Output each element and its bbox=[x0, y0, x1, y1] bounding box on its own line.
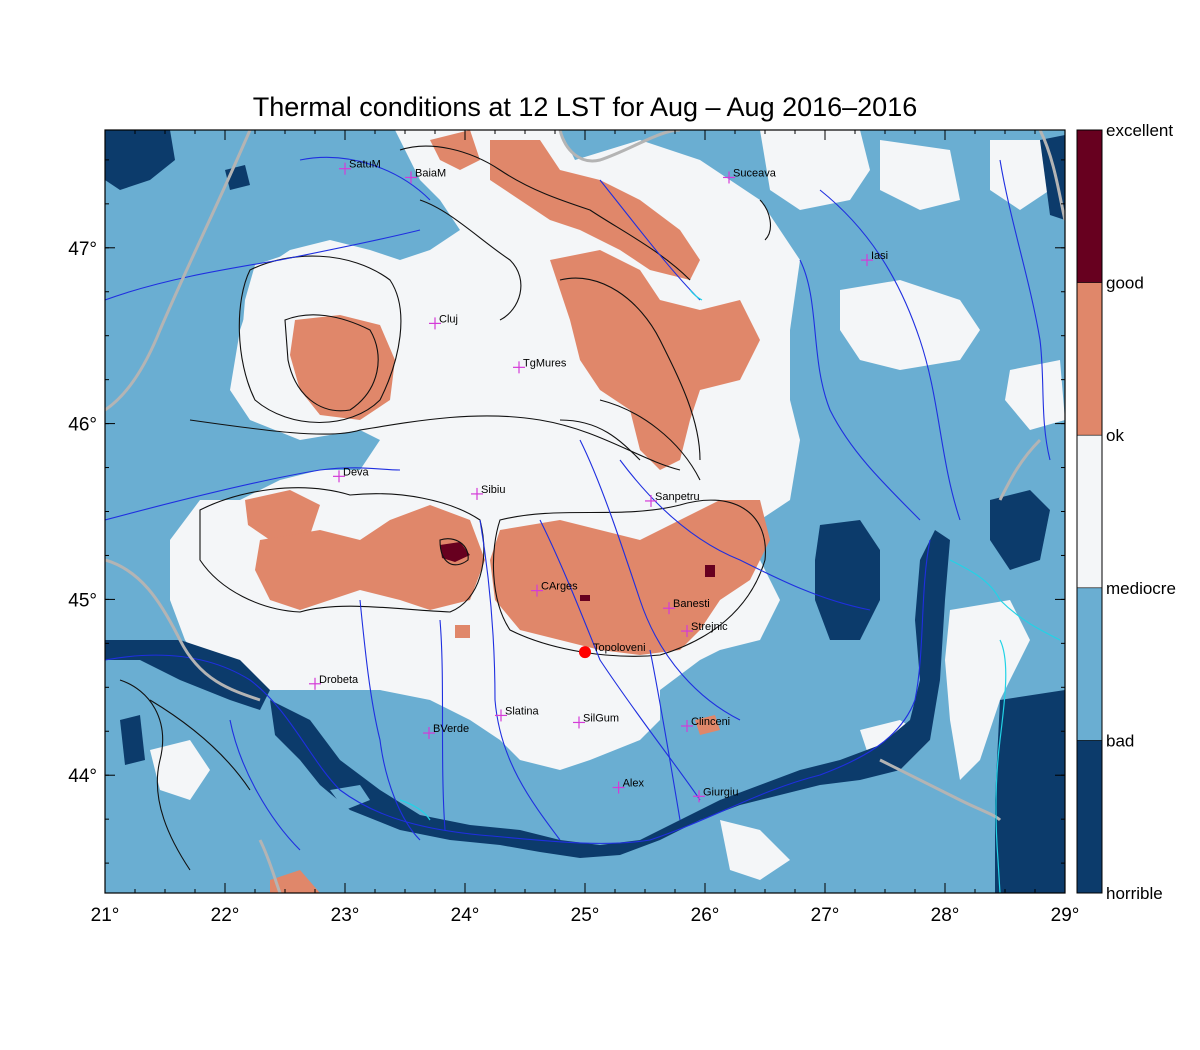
city-label: Sibiu bbox=[481, 484, 505, 496]
colorbar-label: horrible bbox=[1106, 884, 1163, 903]
lat-tick-label: 47° bbox=[68, 239, 97, 260]
colorbar-label: bad bbox=[1106, 731, 1134, 750]
class-good-patches bbox=[245, 130, 770, 893]
coastline bbox=[399, 289, 1061, 893]
city-marker: BVerde bbox=[423, 723, 469, 740]
lon-tick-label: 22° bbox=[211, 905, 240, 926]
city-marker: BaiaM bbox=[405, 167, 446, 184]
highlight-marker: Topoloveni bbox=[579, 642, 646, 659]
city-marker: Deva bbox=[333, 466, 370, 483]
colorbar-label: mediocre bbox=[1106, 579, 1176, 598]
city-label: Suceava bbox=[733, 167, 777, 179]
city-label: Cluj bbox=[439, 313, 458, 325]
lon-tick-label: 23° bbox=[331, 905, 360, 926]
colorbar-segment bbox=[1077, 130, 1102, 283]
city-marker: Strejnic bbox=[681, 621, 728, 638]
city-label: Strejnic bbox=[691, 621, 728, 633]
axis-ticks bbox=[104, 130, 1066, 893]
city-marker: Alex bbox=[612, 778, 645, 794]
city-label: Slatina bbox=[505, 705, 540, 717]
city-marker: CArges bbox=[531, 581, 578, 597]
city-label: Deva bbox=[343, 466, 370, 478]
city-marker: SatuM bbox=[339, 159, 381, 175]
city-marker: Iasi bbox=[861, 250, 888, 267]
rivers bbox=[105, 156, 1051, 851]
lon-tick-label: 28° bbox=[931, 905, 960, 926]
colorbar: excellent good ok mediocre bad horrible bbox=[1076, 121, 1176, 903]
city-label: Sanpetru bbox=[655, 491, 700, 503]
highlight-label: Topoloveni bbox=[593, 642, 646, 654]
colorbar-segment bbox=[1077, 740, 1102, 893]
class-excellent-spots bbox=[440, 542, 715, 601]
city-label: Banesti bbox=[673, 598, 710, 610]
colorbar-label: excellent bbox=[1106, 121, 1173, 140]
elevation-contours bbox=[119, 145, 771, 871]
city-label: SilGum bbox=[583, 712, 619, 724]
city-marker: SilGum bbox=[573, 712, 619, 729]
city-markers: SatuM BaiaM Suceava Iasi Cluj TgMures Deva Sibi… bbox=[309, 159, 888, 803]
colorbar-segment bbox=[1077, 587, 1102, 741]
map-title: Thermal conditions at 12 LST for Aug – A… bbox=[252, 92, 918, 122]
lat-tick-label: 45° bbox=[68, 590, 97, 611]
city-marker: Drobeta bbox=[309, 674, 359, 690]
lon-tick-label: 24° bbox=[451, 905, 480, 926]
lon-tick-label: 29° bbox=[1051, 905, 1080, 926]
city-marker: Clinceni bbox=[681, 716, 730, 732]
city-label: Clinceni bbox=[691, 716, 730, 728]
lon-tick-label: 21° bbox=[91, 905, 120, 926]
city-marker: Sanpetru bbox=[645, 491, 700, 507]
lat-tick-label: 44° bbox=[68, 766, 97, 787]
city-marker: Cluj bbox=[429, 313, 458, 330]
lon-tick-label: 26° bbox=[691, 905, 720, 926]
city-label: Alex bbox=[623, 778, 645, 790]
city-label: Giurgiu bbox=[703, 786, 738, 798]
latitude-axis: 44° 45° 46° 47° bbox=[68, 239, 97, 787]
country-borders bbox=[105, 130, 1065, 893]
city-label: Drobeta bbox=[319, 674, 359, 686]
city-label: BVerde bbox=[433, 723, 469, 735]
lon-tick-label: 27° bbox=[811, 905, 840, 926]
city-label: CArges bbox=[541, 581, 578, 593]
highlight-dot bbox=[579, 646, 591, 659]
city-label: SatuM bbox=[349, 159, 381, 171]
map-layers bbox=[105, 130, 1065, 893]
colorbar-label: ok bbox=[1106, 426, 1124, 445]
colorbar-segment bbox=[1077, 435, 1102, 588]
city-marker: Sibiu bbox=[471, 484, 505, 500]
class-ok-northeast-patches bbox=[760, 130, 1065, 430]
city-marker: Giurgiu bbox=[693, 786, 738, 803]
colorbar-label: good bbox=[1106, 274, 1144, 293]
city-marker: Suceava bbox=[723, 167, 777, 184]
class-horrible-regions bbox=[105, 130, 1065, 893]
city-label: Iasi bbox=[871, 250, 888, 262]
lon-tick-label: 25° bbox=[571, 905, 600, 926]
lat-tick-label: 46° bbox=[68, 415, 97, 436]
city-label: TgMures bbox=[523, 357, 567, 369]
city-marker: Slatina bbox=[495, 705, 540, 722]
city-label: BaiaM bbox=[415, 167, 446, 179]
colorbar-segment bbox=[1077, 282, 1102, 436]
city-marker: Banesti bbox=[663, 598, 710, 615]
city-marker: TgMures bbox=[513, 357, 567, 374]
longitude-axis: 21° 22° 23° 24° 25° 26° 27° 28° 29° bbox=[91, 905, 1080, 926]
